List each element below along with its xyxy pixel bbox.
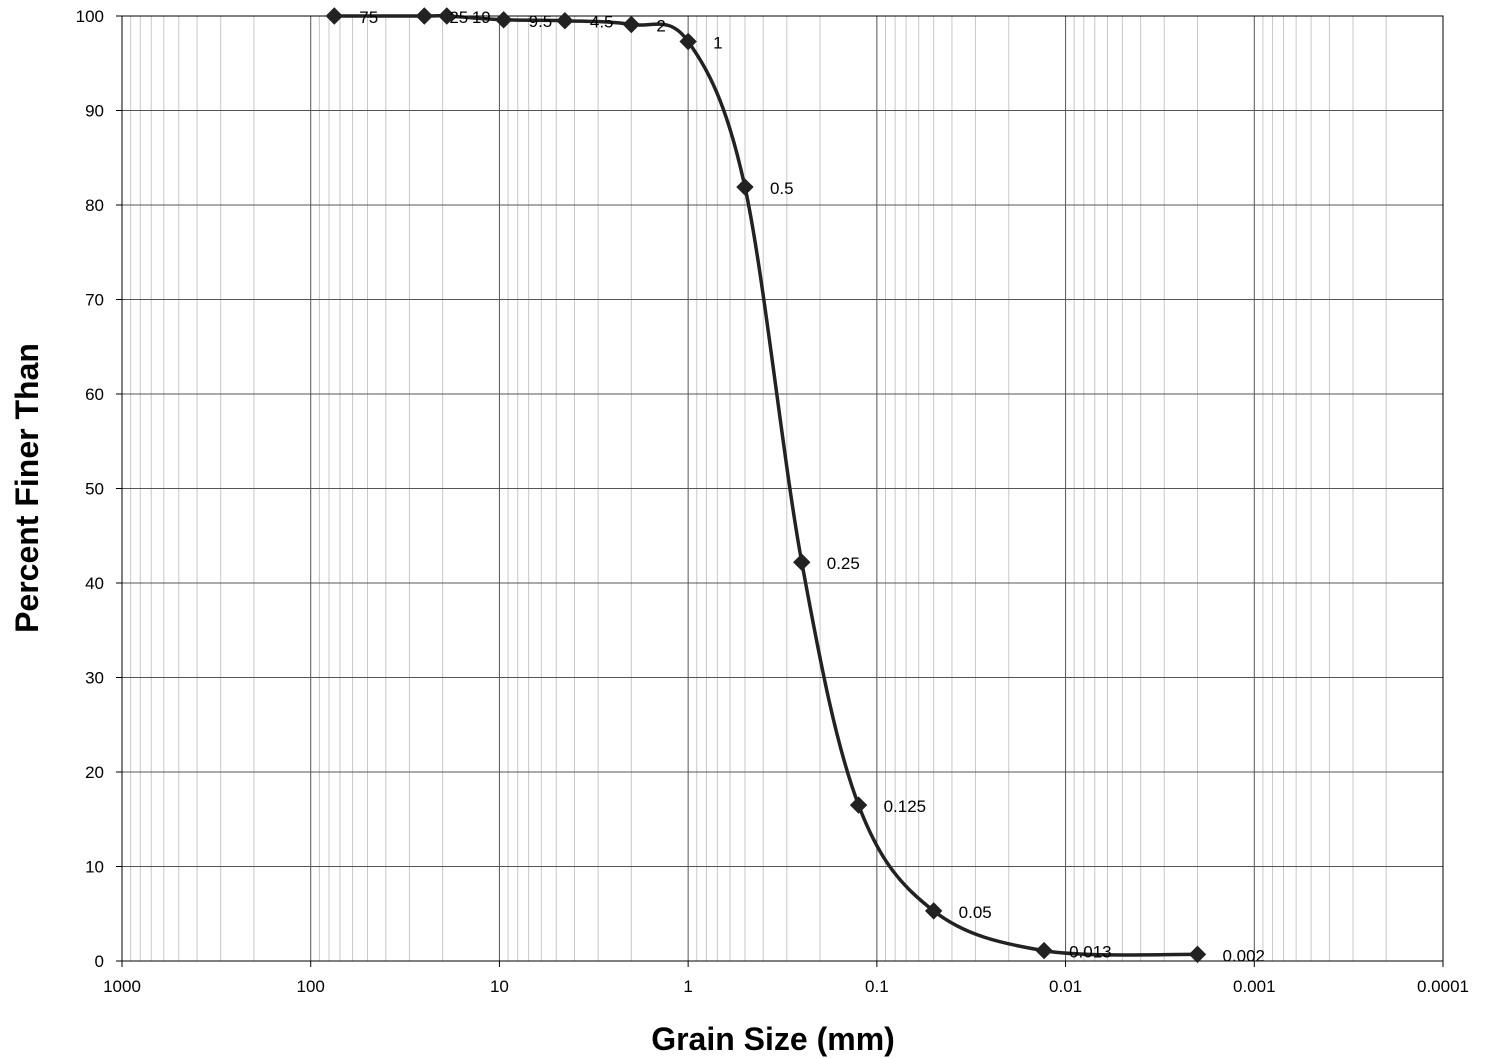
y-tick-label: 60 [85, 385, 104, 404]
y-axis-tick-labels: 0 10 20 30 40 50 60 70 80 90 100 [76, 7, 122, 971]
data-point-marker [494, 11, 513, 29]
y-tick-label: 90 [85, 102, 104, 121]
y-tick-label: 30 [85, 669, 104, 688]
x-tick-label: 0.001 [1233, 977, 1276, 996]
x-tick-label: 0.1 [865, 977, 889, 996]
data-point-marker [325, 7, 343, 25]
y-tick-label: 100 [76, 7, 104, 26]
data-point-label: 4.5 [590, 13, 614, 32]
x-tick-label: 10 [490, 977, 509, 996]
data-point-label: 2 [656, 17, 665, 36]
y-tick-label: 0 [95, 952, 104, 971]
y-tick-label: 10 [85, 858, 104, 877]
y-axis-title: Percent Finer Than [9, 343, 45, 633]
data-markers [325, 7, 1207, 964]
data-point-marker [438, 7, 456, 25]
x-axis-tick-labels: 1000 100 10 1 0.1 0.01 0.001 0.0001 [103, 961, 1469, 996]
data-point-marker [1188, 945, 1207, 964]
data-point-label: 19 [472, 8, 491, 27]
data-point-label: 0.5 [770, 179, 794, 198]
data-point-marker [736, 178, 754, 196]
data-point-label: 9.5 [529, 12, 553, 31]
x-axis-title: Grain Size (mm) [651, 1021, 895, 1057]
data-point-marker [849, 796, 868, 814]
y-tick-label: 50 [85, 480, 104, 499]
data-point-marker [924, 902, 943, 920]
y-tick-label: 70 [85, 291, 104, 310]
x-tick-label: 0.01 [1049, 977, 1082, 996]
x-tick-label: 1 [683, 977, 692, 996]
data-point-label: 25 [449, 8, 468, 27]
data-point-marker [1035, 941, 1053, 960]
data-point-marker [793, 553, 811, 571]
data-point-label: 0.25 [827, 554, 860, 573]
data-point-marker [622, 15, 641, 34]
x-tick-label: 1000 [103, 977, 141, 996]
data-point-labels: 75 25 19 9.5 4.5 2 1 0.5 0.25 0.125 0.05 0.013 0.002 [359, 8, 1265, 965]
major-gridlines [121, 15, 1444, 962]
data-point-label: 0.125 [884, 797, 927, 816]
y-tick-label: 40 [85, 574, 104, 593]
data-point-label: 1 [713, 34, 722, 53]
data-point-label: 0.05 [959, 903, 992, 922]
y-tick-label: 20 [85, 763, 104, 782]
gradation-curve [334, 13, 1198, 957]
data-point-marker [679, 32, 697, 51]
data-point-label: 75 [359, 8, 378, 27]
data-point-marker [556, 12, 574, 30]
data-point-marker [415, 7, 434, 25]
x-tick-label: 100 [297, 977, 325, 996]
y-tick-label: 80 [85, 196, 104, 215]
data-point-label: 0.013 [1069, 943, 1112, 962]
x-tick-label: 0.0001 [1417, 977, 1469, 996]
data-point-label: 0.002 [1222, 946, 1265, 965]
